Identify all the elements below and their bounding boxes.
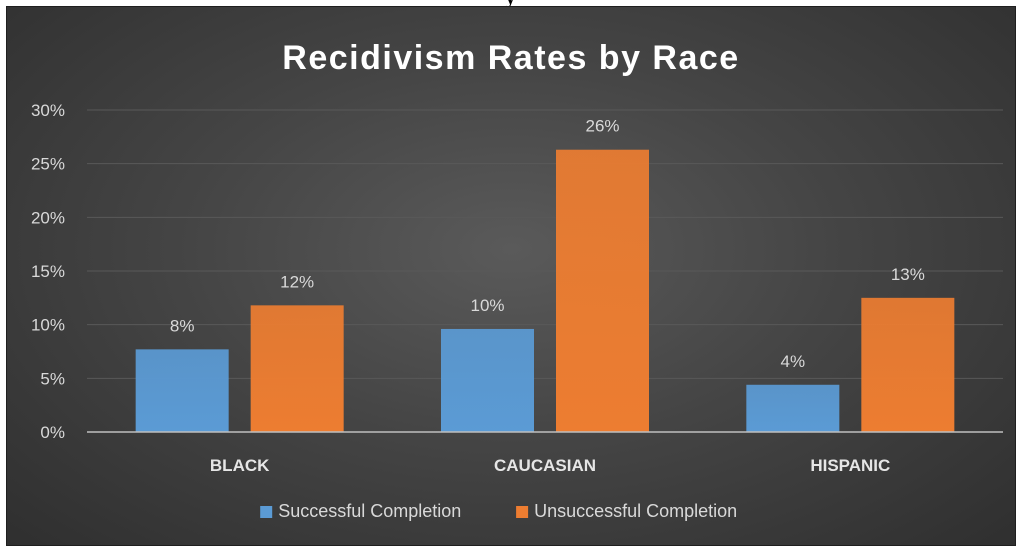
data-label: 10%	[470, 296, 504, 315]
bar-caucasian-series-1	[441, 328, 534, 432]
data-label: 8%	[170, 316, 195, 335]
bar-hispanic-series-1	[746, 384, 840, 432]
legend-swatch	[260, 506, 273, 518]
bar-hispanic-series-2	[861, 297, 955, 432]
data-label: 13%	[891, 265, 925, 284]
y-tick-label: 10%	[31, 316, 65, 335]
gridlines: 0% 5% 10% 15% 20% 25% 30%	[31, 101, 1003, 442]
chart-title: Recidivism Rates by Race	[282, 39, 739, 77]
legend-swatch	[516, 506, 529, 518]
data-label: 26%	[585, 117, 619, 136]
x-category-label: CAUCASIAN	[494, 456, 596, 475]
y-tick-label: 15%	[31, 262, 65, 281]
data-label: 12%	[280, 272, 314, 291]
y-tick-label: 5%	[40, 369, 65, 388]
bars: 8% 12% 10% 26% 4% 13%	[135, 117, 955, 433]
y-tick-label: 30%	[31, 101, 65, 120]
x-axis: BLACK CAUCASIAN HISPANIC	[87, 431, 1003, 475]
legend-label: Successful Completion	[278, 501, 461, 521]
y-tick-label: 20%	[31, 208, 65, 227]
legend: Successful Completion Unsuccessful Comple…	[260, 501, 737, 521]
page-caption: y	[0, 0, 1021, 8]
data-label: 4%	[781, 352, 806, 371]
y-tick-label: 25%	[31, 155, 65, 174]
y-tick-label: 0%	[40, 423, 65, 442]
bar-black-series-2	[250, 305, 344, 432]
legend-label: Unsuccessful Completion	[534, 501, 737, 521]
bar-black-series-1	[135, 349, 229, 432]
bar-caucasian-series-2	[556, 149, 649, 433]
x-category-label: BLACK	[210, 456, 270, 475]
x-category-label: HISPANIC	[810, 456, 890, 475]
bar-chart: Recidivism Rates by Race 0% 5% 10% 15% 20% 25…	[31, 39, 1003, 521]
chart-frame: Recidivism Rates by Race 0% 5% 10% 15% 20% 25…	[6, 6, 1016, 546]
